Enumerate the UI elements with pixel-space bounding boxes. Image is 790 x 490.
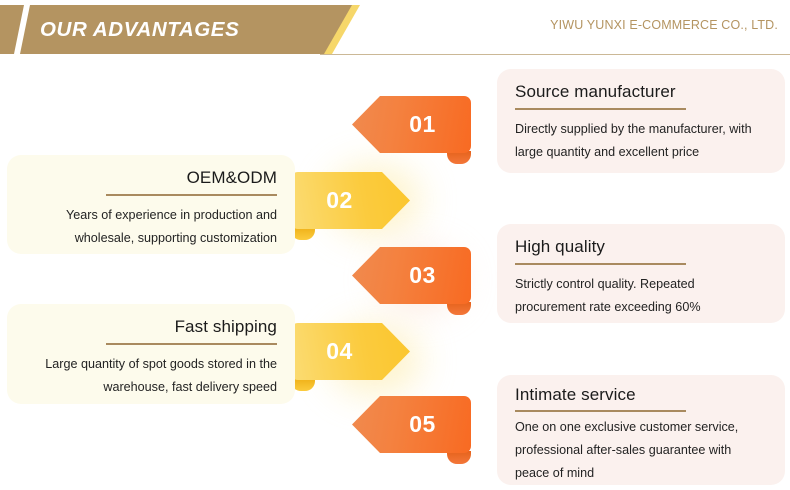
header-banner [0,5,352,54]
title-divider-04 [105,343,277,345]
ribbon-05: 05 [352,396,471,464]
advantage-body-line: procurement rate exceeding 60% [515,300,701,314]
advantage-title-01: Source manufacturer [515,82,676,101]
advantage-body-01: Directly supplied by the manufacturer, w… [515,118,767,164]
ribbon-01: 01 [352,96,471,164]
advantage-body-line: warehouse, fast delivery speed [103,380,277,394]
advantage-body-03: Strictly control quality. Repeated procu… [515,273,767,319]
advantage-body-line: Strictly control quality. Repeated [515,277,695,291]
advantage-title-02: OEM&ODM [186,168,277,187]
advantage-body-line: peace of mind [515,466,595,480]
advantage-body-line: Large quantity of spot goods stored in t… [45,357,277,371]
advantage-body-05: One on one exclusive customer service, p… [515,416,767,485]
advantage-card-05: Intimate service One on one exclusive cu… [497,375,785,485]
title-divider-03 [515,263,687,265]
ribbon-number-01: 01 [352,96,471,153]
advantage-title-04: Fast shipping [174,317,277,336]
ribbon-number-03: 03 [352,247,471,304]
advantage-title-05: Intimate service [515,385,636,404]
header-divider [320,54,790,55]
ribbon-number-05: 05 [352,396,471,453]
ribbon-fold-04 [291,378,315,391]
title-divider-02 [105,194,277,196]
ribbon-03: 03 [352,247,471,315]
ribbon-number-04: 04 [291,323,410,380]
ribbon-fold-03 [447,302,471,315]
advantage-body-line: Directly supplied by the manufacturer, w… [515,122,752,136]
page-title: OUR ADVANTAGES [40,17,240,41]
advantage-title-03: High quality [515,237,606,256]
advantage-body-line: large quantity and excellent price [515,145,700,159]
title-divider-05 [515,410,687,412]
advantage-card-04: Fast shipping Large quantity of spot goo… [7,304,295,404]
advantage-body-line: Years of experience in production and [66,208,277,222]
company-name: YIWU YUNXI E-COMMERCE CO., LTD. [550,18,778,32]
ribbon-04: 04 [291,323,410,391]
advantage-card-01: Source manufacturer Directly supplied by… [497,69,785,173]
ribbon-fold-05 [447,451,471,464]
title-divider-01 [515,108,687,110]
ribbon-number-02: 02 [291,172,410,229]
advantage-card-02: OEM&ODM Years of experience in productio… [7,155,295,254]
advantage-body-line: wholesale, supporting customization [74,231,277,245]
advantage-body-line: professional after-sales guarantee with [515,443,732,457]
page-header: OUR ADVANTAGES YIWU YUNXI E-COMMERCE CO.… [0,0,790,56]
ribbon-fold-01 [447,151,471,164]
advantage-card-03: High quality Strictly control quality. R… [497,224,785,323]
advantage-body-line: One on one exclusive customer service, [515,420,739,434]
advantage-body-04: Large quantity of spot goods stored in t… [25,353,277,399]
advantage-body-02: Years of experience in production and wh… [25,204,277,250]
ribbon-fold-02 [291,227,315,240]
ribbon-02: 02 [291,172,410,240]
